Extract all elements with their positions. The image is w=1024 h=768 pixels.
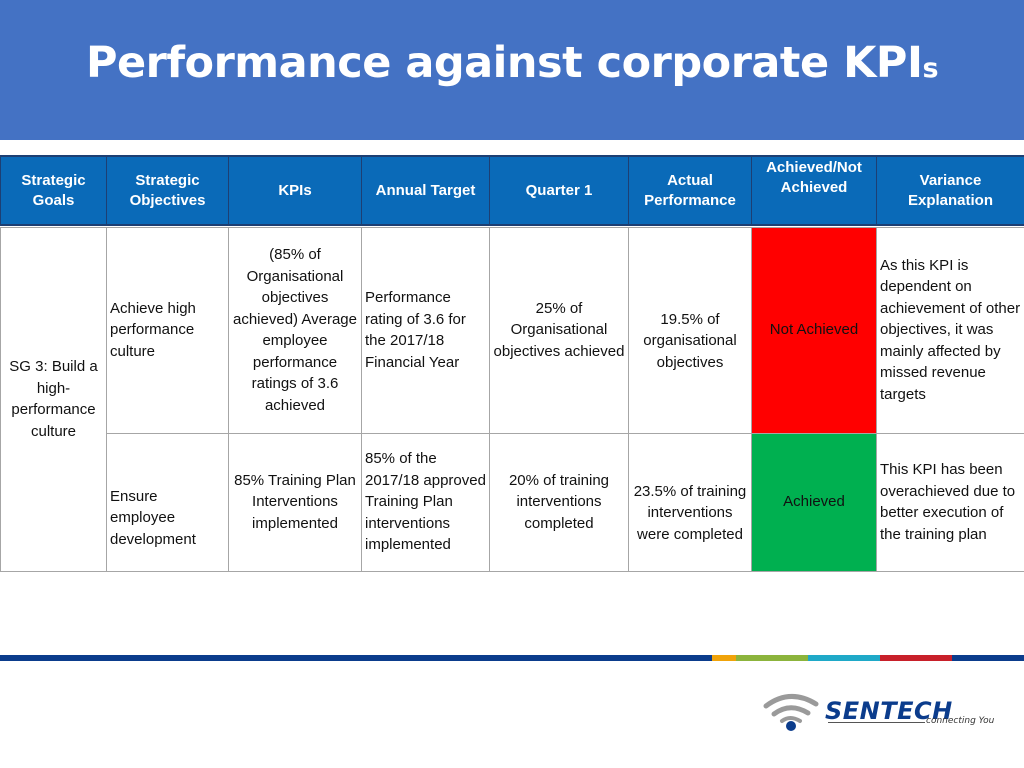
header-annual-target: Annual Target: [361, 155, 490, 226]
title-suffix: s: [922, 53, 939, 84]
stripe-segment: [808, 655, 880, 661]
header-strategic-goals: Strategic Goals: [0, 155, 107, 226]
logo-underline: [828, 722, 925, 723]
title-banner: Performance against corporate KPIs: [0, 0, 1024, 140]
kpi-table: Strategic Goals Strategic Objectives KPI…: [0, 155, 1024, 572]
stripe-segment: [0, 655, 712, 661]
header-strategic-objectives: Strategic Objectives: [106, 155, 229, 226]
quarter1-cell: 25% of Organisational objectives achieve…: [489, 226, 629, 434]
actual-performance-cell: 23.5% of training interventions were com…: [628, 432, 752, 572]
header-kpis: KPIs: [228, 155, 362, 226]
header-quarter-1: Quarter 1: [489, 155, 629, 226]
header-achieved-status: Achieved/Not Achieved: [751, 155, 877, 226]
status-badge: Achieved: [751, 432, 877, 572]
stripe-segment: [736, 655, 808, 661]
table-row: SG 3: Build a high-performance culture A…: [0, 226, 1024, 572]
brand-logo: SENTECH: [825, 697, 953, 725]
kpi-cell: (85% of Organisational objectives achiev…: [228, 226, 362, 434]
annual-target-cell: 85% of the 2017/18 approved Training Pla…: [361, 432, 490, 572]
status-badge: Not Achieved: [751, 226, 877, 434]
brand-tagline: connecting You: [926, 716, 995, 726]
quarter1-cell: 20% of training interventions completed: [489, 432, 629, 572]
actual-performance-cell: 19.5% of organisational objectives: [628, 226, 752, 434]
strategic-goal-cell: SG 3: Build a high-performance culture: [0, 226, 107, 572]
annual-target-cell: Performance rating of 3.6 for the 2017/1…: [361, 226, 490, 434]
table-header-row: Strategic Goals Strategic Objectives KPI…: [0, 155, 1024, 226]
stripe-segment: [880, 655, 952, 661]
stripe-segment: [712, 655, 736, 661]
stripe-segment: [952, 655, 1024, 661]
header-actual-performance: Actual Performance: [628, 155, 752, 226]
wifi-signal-icon: [763, 694, 819, 731]
footer-color-stripe: [0, 655, 1024, 661]
page-title: Performance against corporate KPIs: [85, 38, 939, 88]
header-variance-explanation: Variance Explanation: [876, 155, 1024, 226]
table-row: Ensure employee development 85% Training…: [1, 432, 1024, 572]
kpi-cell: 85% Training Plan Interventions implemen…: [228, 432, 362, 572]
variance-cell: As this KPI is dependent on achievement …: [876, 226, 1024, 434]
objective-cell: Ensure employee development: [106, 432, 229, 572]
variance-cell: This KPI has been overachieved due to be…: [876, 432, 1024, 572]
objective-cell: Achieve high performance culture: [106, 226, 229, 434]
